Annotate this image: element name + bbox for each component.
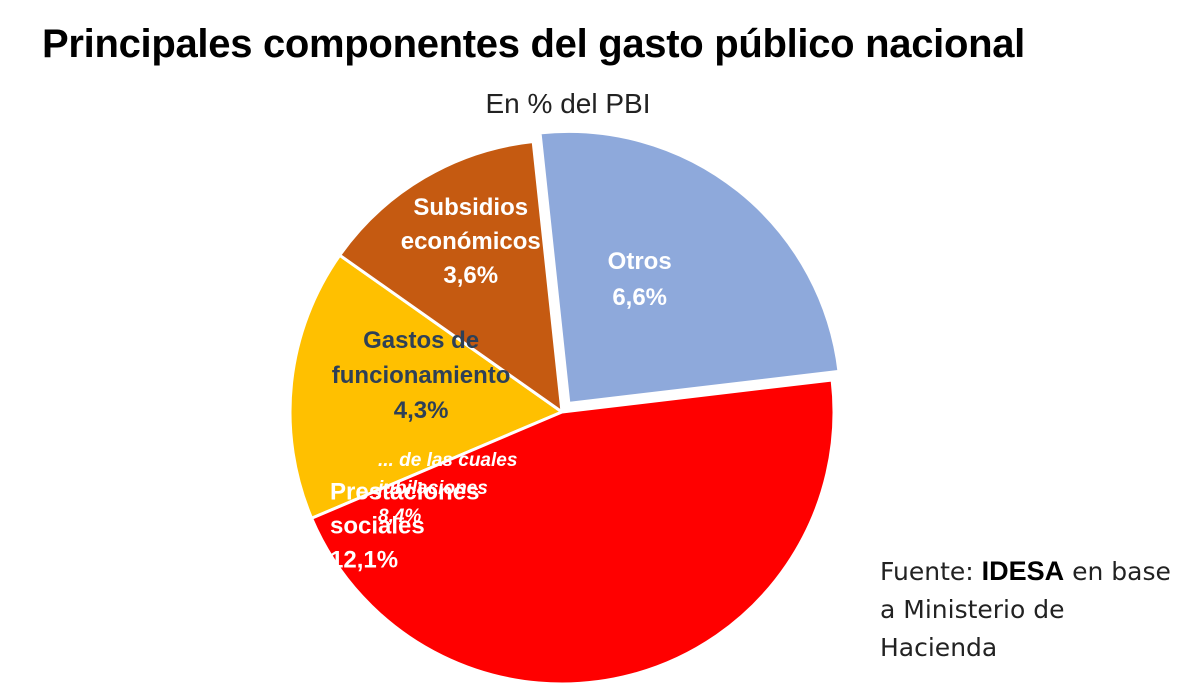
- pie-slice-4: [309, 378, 836, 686]
- slice-label-1: Gastos de funcionamiento 4,3%: [332, 327, 511, 424]
- source-note: Fuente: IDESA en base a Ministerio de Ha…: [880, 552, 1180, 667]
- chart-title: Principales componentes del gasto públic…: [42, 22, 1025, 66]
- pie-slice-2: [337, 139, 564, 416]
- slice-label-2: Subsidios económicos 3,6%: [401, 194, 541, 289]
- slice-category-label: sociales: [330, 512, 425, 539]
- pie-slice-3: [538, 129, 841, 406]
- source-brand: IDESA: [981, 556, 1065, 586]
- sub-annotation-line: 8,4%: [378, 506, 421, 527]
- slice-category-label: económicos: [401, 228, 541, 255]
- chart-subtitle: En % del PBI: [485, 88, 651, 119]
- slice-value-label: 4,3%: [394, 397, 449, 424]
- sub-annotation-line: ... de las cuales: [378, 450, 517, 471]
- slice-label-3: Otros 6,6%: [608, 248, 672, 311]
- source-prefix: Fuente:: [880, 557, 982, 586]
- slice-value-label: 12,1%: [330, 546, 398, 573]
- slice-category-label: funcionamiento: [332, 362, 511, 389]
- slice-value-label: 6,6%: [612, 284, 667, 311]
- source-suffix: en base a Ministerio de Hacienda: [880, 557, 1171, 662]
- sub-annotation-line: jubilaciones: [375, 478, 488, 499]
- slice-category-label: Prestaciones: [330, 478, 479, 505]
- slice-sub-annotation: ... de las cuales jubilaciones 8,4%: [375, 450, 517, 527]
- slice-label-4: Prestaciones sociales 12,1%: [330, 478, 479, 573]
- slice-category-label: Gastos de: [363, 327, 479, 354]
- slice-value-label: 3,6%: [443, 262, 498, 289]
- slice-category-label: Subsidios: [413, 194, 528, 221]
- pie-slice-1: [288, 253, 566, 521]
- slice-category-label: Otros: [608, 248, 672, 275]
